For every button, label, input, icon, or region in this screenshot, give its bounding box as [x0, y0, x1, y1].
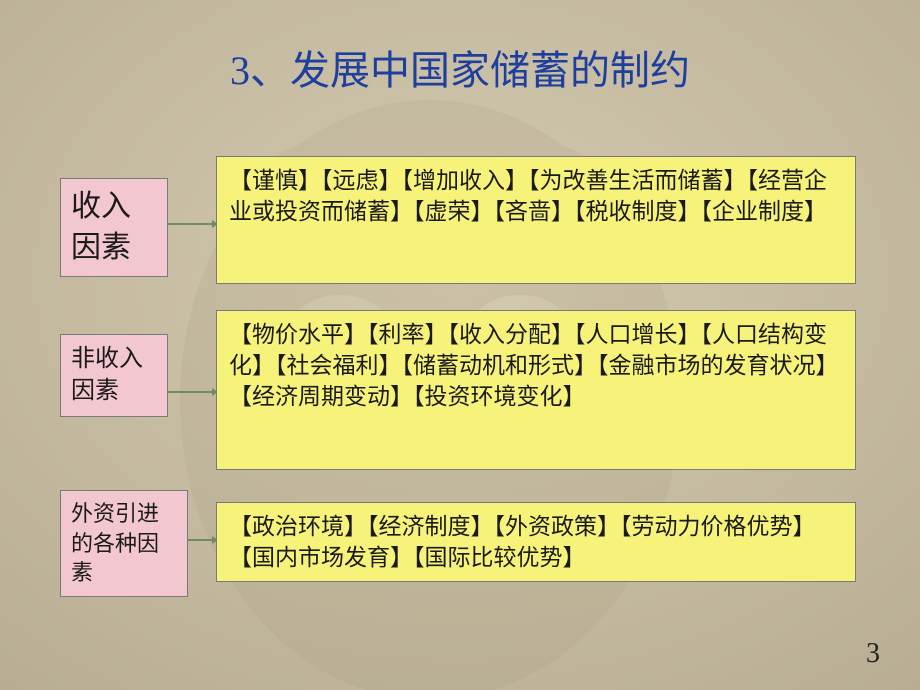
connector-1 [168, 386, 218, 398]
content-box-2: 【政治环境】【经济制度】【外资政策】【劳动力价格优势】【国内市场发育】【国际比较… [216, 502, 856, 582]
label-box-1: 非收入因素 [60, 334, 168, 417]
slide: 3、发展中国家储蓄的制约 收入因素 【谨慎】【远虑】【增加收入】【为改善生活而储… [0, 0, 920, 690]
connector-2 [188, 534, 218, 546]
content-box-1: 【物价水平】【利率】【收入分配】【人口增长】【人口结构变化】【社会福利】【储蓄动… [216, 310, 856, 470]
label-box-2: 外资引进的各种因素 [60, 490, 188, 597]
content-box-0: 【谨慎】【远虑】【增加收入】【为改善生活而储蓄】【经营企业或投资而储蓄】【虚荣】… [216, 156, 856, 284]
page-number: 3 [866, 638, 880, 670]
connector-0 [168, 218, 218, 230]
slide-title: 3、发展中国家储蓄的制约 [0, 38, 920, 96]
label-box-0: 收入因素 [60, 178, 168, 277]
